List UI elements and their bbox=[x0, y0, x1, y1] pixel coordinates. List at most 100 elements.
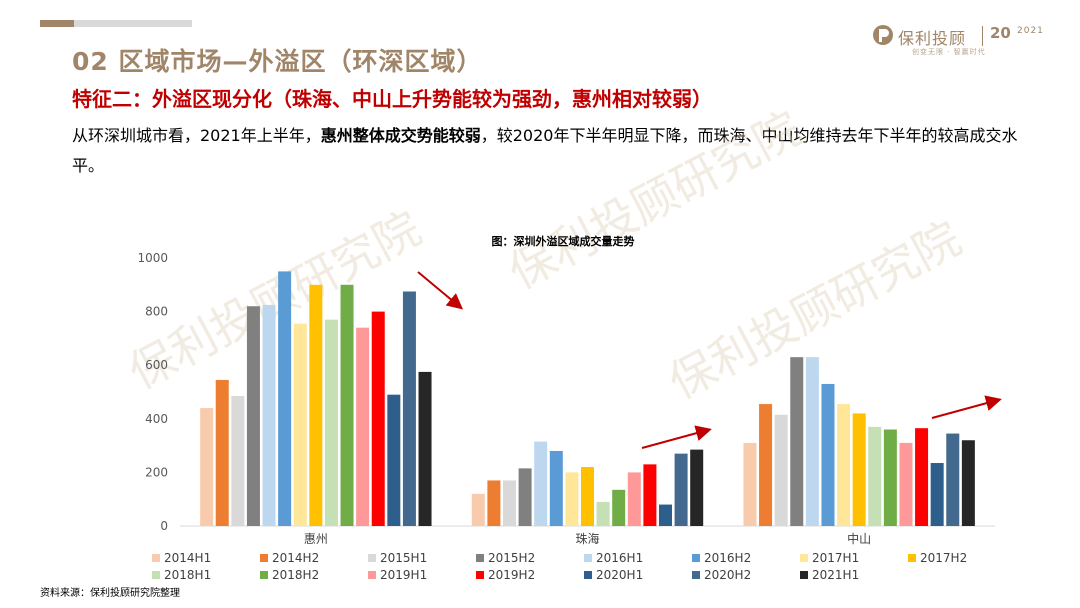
legend-label: 2020H1 bbox=[596, 568, 643, 582]
legend-swatch bbox=[260, 571, 268, 579]
bar bbox=[690, 449, 704, 526]
legend-label: 2019H1 bbox=[380, 568, 427, 582]
watermark-text: 保利投顾研究院 bbox=[500, 101, 810, 300]
bar bbox=[774, 414, 788, 526]
bar bbox=[930, 463, 944, 526]
legend-label: 2015H2 bbox=[488, 551, 535, 565]
logo-mark-icon bbox=[873, 25, 893, 45]
legend-swatch bbox=[476, 571, 484, 579]
legend-swatch bbox=[152, 554, 160, 562]
body-text-pre: 从环深圳城市看，2021年上半年， bbox=[72, 126, 321, 145]
legend-label: 2018H1 bbox=[164, 568, 211, 582]
bar bbox=[627, 472, 641, 526]
x-category-label: 中山 bbox=[847, 531, 871, 546]
body-paragraph: 从环深圳城市看，2021年上半年，惠州整体成交势能较弱，较2020年下半年明显下… bbox=[72, 121, 1032, 181]
legend-swatch bbox=[692, 554, 700, 562]
x-category-label: 珠海 bbox=[575, 531, 599, 546]
bar bbox=[518, 468, 532, 526]
bar bbox=[565, 472, 579, 526]
bar bbox=[309, 284, 323, 526]
legend-swatch bbox=[368, 571, 376, 579]
legend-label: 2016H1 bbox=[596, 551, 643, 565]
bar bbox=[899, 442, 913, 526]
y-tick-label: 800 bbox=[145, 305, 168, 319]
bar bbox=[215, 379, 229, 526]
legend-label: 2017H1 bbox=[812, 551, 859, 565]
legend-swatch bbox=[800, 571, 808, 579]
bar bbox=[883, 429, 897, 526]
chart-title: 图：深圳外溢区域成交量走势 bbox=[492, 234, 635, 248]
bar bbox=[759, 404, 773, 526]
bar bbox=[612, 489, 626, 526]
legend-swatch bbox=[476, 554, 484, 562]
bar bbox=[487, 480, 501, 526]
bar bbox=[371, 311, 385, 526]
bar bbox=[643, 464, 657, 526]
source-note: 资料来源：保利投顾研究院整理 bbox=[40, 588, 180, 599]
bar bbox=[200, 408, 214, 526]
bar bbox=[402, 291, 416, 526]
bar bbox=[534, 441, 548, 526]
legend-label: 2014H1 bbox=[164, 551, 211, 565]
x-category-label: 惠州 bbox=[304, 532, 328, 546]
trend-arrow-huizhou bbox=[417, 271, 464, 310]
bar bbox=[293, 323, 307, 526]
y-tick-label: 0 bbox=[160, 519, 168, 533]
bar bbox=[837, 404, 851, 526]
legend-label: 2021H1 bbox=[812, 568, 859, 582]
logo-year: 2021 bbox=[1017, 26, 1044, 36]
legend-swatch bbox=[152, 571, 160, 579]
logo-anniversary: 20 bbox=[990, 24, 1011, 42]
bar bbox=[387, 394, 401, 526]
top-accent-bar bbox=[40, 20, 192, 27]
logo-slogan: 创变无限 · 智赢时代 bbox=[912, 48, 986, 56]
trend-arrows bbox=[417, 271, 1002, 449]
logo-divider bbox=[982, 26, 983, 46]
bar bbox=[340, 284, 354, 526]
bar bbox=[581, 467, 594, 526]
company-logo: 保利投顾 20 2021 创变无限 · 智赢时代 bbox=[872, 22, 1052, 62]
bar bbox=[961, 440, 975, 526]
legend-label: 2018H2 bbox=[272, 568, 319, 582]
bar bbox=[549, 450, 563, 526]
bar bbox=[324, 319, 338, 526]
bar bbox=[805, 357, 819, 526]
body-text-post: ，较2020年下半年明显下降，而珠海、中山均维持去年下半年的较高成交水平。 bbox=[72, 126, 1018, 175]
legend-swatch bbox=[800, 554, 808, 562]
logo-name: 保利投顾 bbox=[898, 29, 967, 48]
top-accent-segment bbox=[40, 20, 74, 27]
bar bbox=[503, 480, 516, 526]
bar bbox=[418, 371, 432, 526]
bar bbox=[278, 271, 292, 526]
legend-swatch bbox=[908, 554, 916, 562]
bar bbox=[743, 442, 757, 526]
y-tick-label: 600 bbox=[145, 358, 168, 372]
legend-swatch bbox=[260, 554, 268, 562]
legend-label: 2017H2 bbox=[920, 551, 967, 565]
chart-bars: 惠州 珠海 中山 bbox=[200, 271, 975, 546]
legend-label: 2020H2 bbox=[704, 568, 751, 582]
bar bbox=[674, 453, 688, 526]
y-tick-label: 1000 bbox=[137, 251, 168, 265]
bar bbox=[659, 504, 672, 526]
bar bbox=[868, 426, 882, 526]
legend-swatch bbox=[584, 554, 592, 562]
bar bbox=[821, 383, 835, 526]
page-subtitle: 特征二：外溢区现分化（珠海、中山上升势能较为强劲，惠州相对较弱） bbox=[72, 87, 712, 111]
legend-label: 2014H2 bbox=[272, 551, 319, 565]
bar bbox=[471, 493, 485, 526]
bar bbox=[946, 433, 960, 526]
bar bbox=[356, 327, 370, 526]
legend-label: 2016H2 bbox=[704, 551, 751, 565]
bar bbox=[231, 396, 245, 526]
y-tick-label: 400 bbox=[145, 412, 168, 426]
page-title: 02 区域市场—外溢区（环深区域） bbox=[72, 47, 483, 76]
trend-arrow-zhongshan bbox=[931, 395, 1002, 419]
bar bbox=[852, 413, 866, 526]
legend-label: 2015H1 bbox=[380, 551, 427, 565]
legend-swatch bbox=[692, 571, 700, 579]
bar bbox=[790, 357, 804, 526]
bar bbox=[596, 501, 610, 526]
y-tick-label: 200 bbox=[145, 465, 168, 479]
